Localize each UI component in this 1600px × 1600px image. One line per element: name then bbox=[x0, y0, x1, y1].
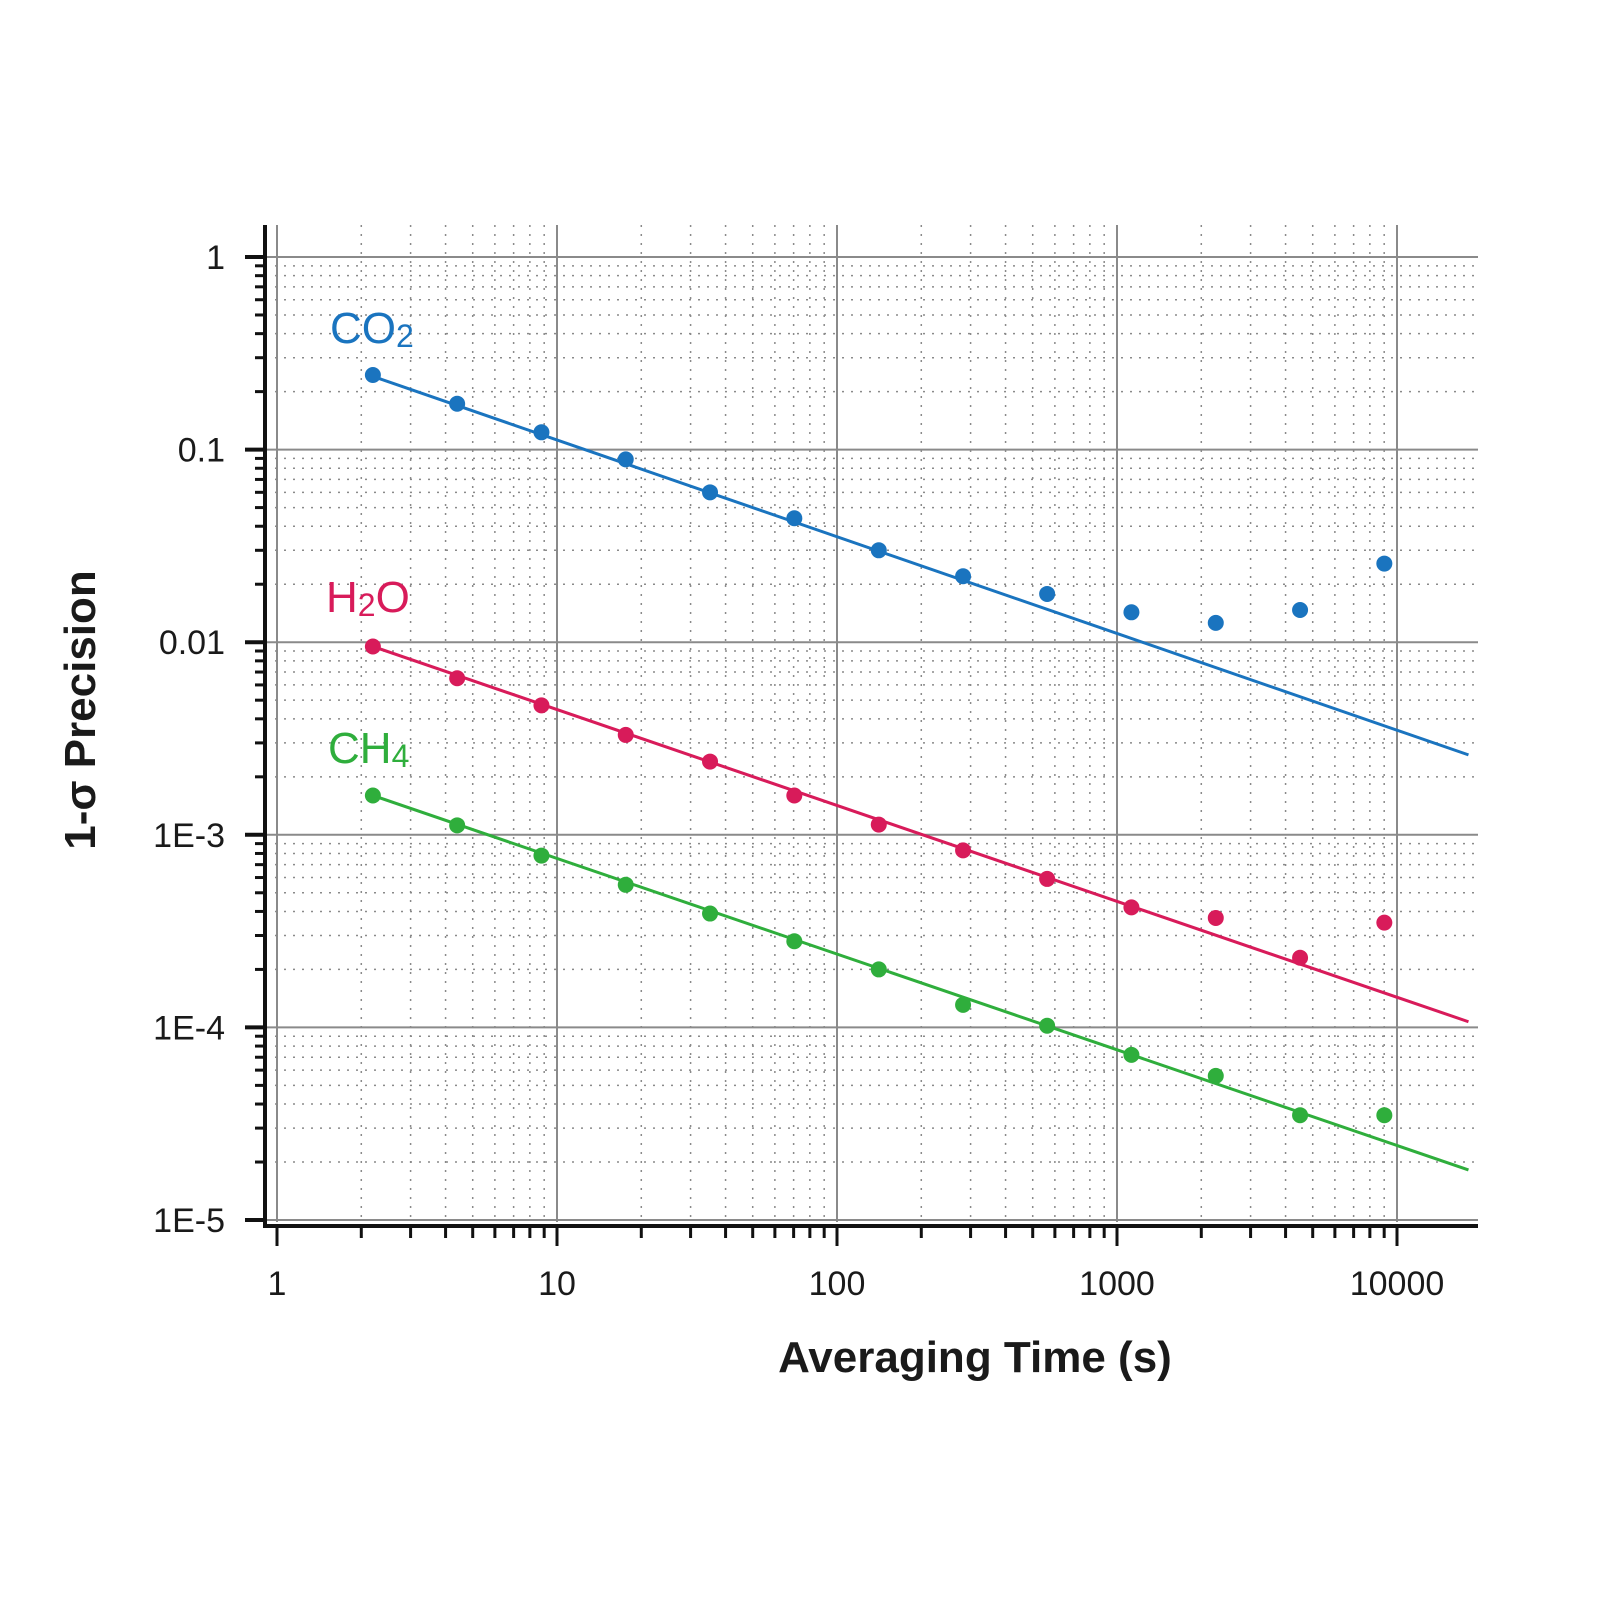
data-point-co2 bbox=[617, 451, 634, 468]
x-tick-labels: 1 10 100 1000 10000 bbox=[268, 1265, 1445, 1303]
data-point-co2 bbox=[1292, 601, 1309, 618]
fit-line-ch4 bbox=[372, 794, 1469, 1172]
data-point-ch4 bbox=[449, 817, 466, 834]
data-point-h2o bbox=[870, 816, 887, 833]
data-points bbox=[364, 366, 1393, 1124]
data-point-ch4 bbox=[1039, 1017, 1056, 1034]
data-point-ch4 bbox=[955, 996, 972, 1013]
data-point-h2o bbox=[1123, 899, 1140, 916]
data-point-ch4 bbox=[1292, 1107, 1309, 1124]
data-point-ch4 bbox=[786, 933, 803, 950]
data-point-co2 bbox=[364, 366, 381, 383]
series-label-ch4: CH4 bbox=[328, 724, 409, 774]
data-point-ch4 bbox=[364, 787, 381, 804]
data-point-h2o bbox=[1207, 909, 1224, 926]
x-tick-label: 10 bbox=[538, 1265, 576, 1303]
data-point-h2o bbox=[1376, 914, 1393, 931]
data-point-ch4 bbox=[533, 847, 550, 864]
y-tick-label: 1E-4 bbox=[153, 1009, 225, 1047]
data-point-co2 bbox=[1207, 614, 1224, 631]
data-point-co2 bbox=[449, 395, 466, 412]
data-point-h2o bbox=[955, 842, 972, 859]
y-tick-label: 1E-5 bbox=[153, 1202, 225, 1240]
y-tick-label: 1 bbox=[206, 239, 225, 277]
grid bbox=[265, 225, 1478, 1222]
data-point-h2o bbox=[702, 753, 719, 770]
data-point-co2 bbox=[955, 568, 972, 585]
data-point-h2o bbox=[1292, 949, 1309, 966]
data-point-co2 bbox=[1039, 585, 1056, 602]
series-label-h2o: H2O bbox=[326, 573, 410, 623]
fit-lines bbox=[372, 374, 1469, 1172]
data-point-ch4 bbox=[870, 961, 887, 978]
x-tick-label: 10000 bbox=[1350, 1265, 1445, 1303]
data-point-co2 bbox=[533, 424, 550, 441]
data-point-ch4 bbox=[702, 905, 719, 922]
y-tick-labels: 1 0.1 0.01 1E-3 1E-4 1E-5 bbox=[153, 239, 225, 1240]
data-point-ch4 bbox=[1207, 1067, 1224, 1084]
data-point-ch4 bbox=[1376, 1107, 1393, 1124]
data-point-co2 bbox=[786, 510, 803, 527]
x-axis-title: Averaging Time (s) bbox=[778, 1333, 1172, 1382]
y-tick-label: 0.01 bbox=[159, 624, 225, 662]
data-point-h2o bbox=[1039, 870, 1056, 887]
data-point-co2 bbox=[1123, 604, 1140, 621]
data-point-h2o bbox=[364, 638, 381, 655]
x-tick-label: 1 bbox=[268, 1265, 287, 1303]
data-point-co2 bbox=[870, 542, 887, 559]
x-tick-label: 1000 bbox=[1079, 1265, 1155, 1303]
fit-line-h2o bbox=[372, 645, 1469, 1024]
data-point-h2o bbox=[617, 726, 634, 743]
data-point-co2 bbox=[1376, 555, 1393, 572]
fit-line-co2 bbox=[372, 374, 1469, 757]
y-tick-label: 0.1 bbox=[178, 432, 225, 470]
x-tick-label: 100 bbox=[809, 1265, 866, 1303]
y-tick-label: 1E-3 bbox=[153, 817, 225, 855]
data-point-h2o bbox=[449, 670, 466, 687]
data-point-h2o bbox=[533, 697, 550, 714]
data-point-h2o bbox=[786, 787, 803, 804]
data-point-ch4 bbox=[617, 876, 634, 893]
data-point-ch4 bbox=[1123, 1046, 1140, 1063]
data-point-co2 bbox=[702, 484, 719, 501]
y-axis-title: 1-σ Precision bbox=[56, 570, 105, 850]
series-label-co2: CO2 bbox=[330, 304, 414, 354]
axes bbox=[245, 225, 1478, 1246]
